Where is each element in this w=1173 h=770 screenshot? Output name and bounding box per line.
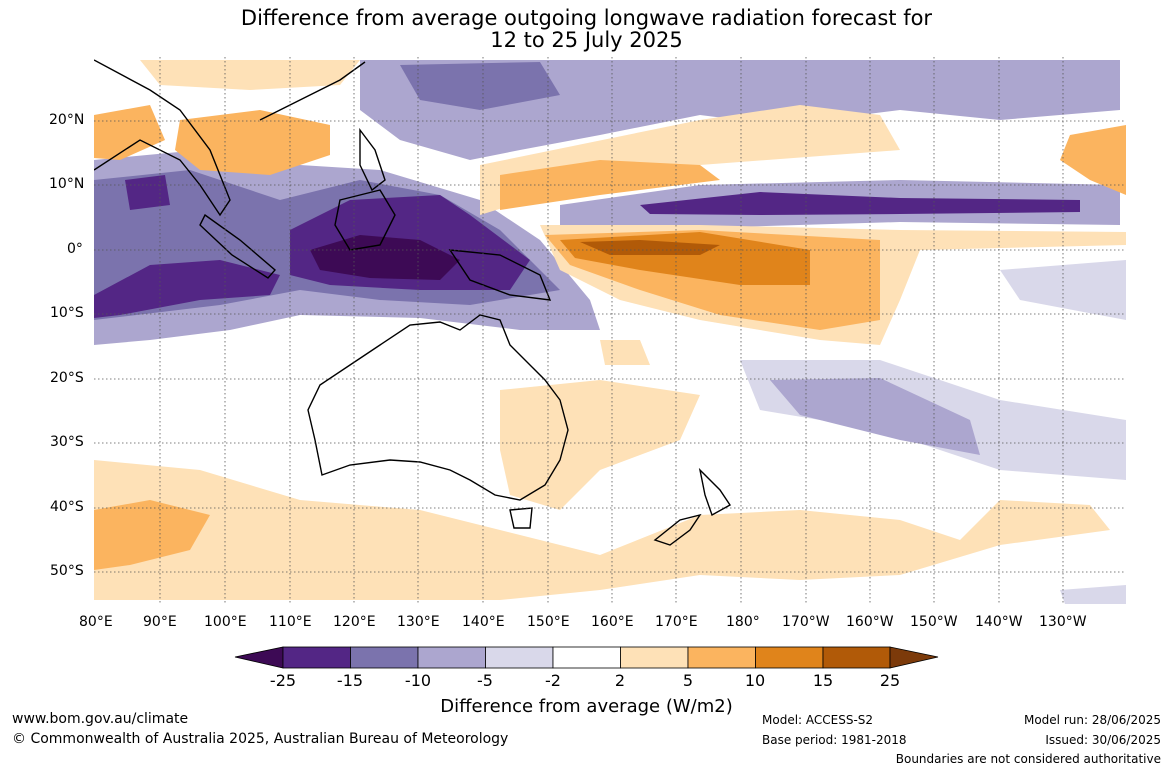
lon-label: 160°E — [591, 614, 634, 630]
colorbar-tick-label: -25 — [269, 671, 297, 690]
new-zealand-north — [698, 467, 732, 517]
lon-label: 80°E — [79, 614, 113, 630]
lon-label: 150°E — [527, 614, 570, 630]
lat-label: 10°S — [50, 305, 84, 321]
colorbar-tick-label: -2 — [545, 671, 561, 690]
footer-issued: Issued: 30/06/2025 — [1045, 733, 1161, 747]
negative-anomaly-bay-of-bengal — [125, 175, 170, 210]
sumatra-outline — [199, 213, 276, 279]
negative-anomaly-south-pacific-core — [770, 378, 980, 455]
negative-anomaly-indian-ocean-band — [94, 260, 280, 318]
colorbar-bin — [755, 646, 824, 669]
tasmania-outline — [509, 507, 533, 529]
colorbar-tick-label: 5 — [682, 671, 694, 690]
china-coast-outline — [259, 61, 366, 121]
positive-anomaly-north-west-pacific — [1060, 125, 1126, 195]
colorbar-tick-label: 10 — [744, 671, 766, 690]
colorbar-bin — [417, 646, 486, 669]
positive-anomaly-india — [94, 105, 165, 160]
lon-label: 170°W — [782, 614, 830, 630]
lat-label: 10°N — [49, 176, 85, 192]
footer-url: www.bom.gov.au/climate — [12, 711, 189, 727]
lon-label: 160°W — [846, 614, 894, 630]
colorbar-bin — [282, 646, 351, 669]
positive-anomaly-south-pacific-west — [600, 340, 650, 365]
colorbar-title: Difference from average (W/m2) — [440, 696, 733, 717]
negative-anomaly-north-pacific-core — [400, 62, 560, 110]
positive-anomaly-north-equatorial — [480, 105, 900, 215]
map-title-line1: Difference from average outgoing longwav… — [240, 6, 933, 30]
lat-label: 50°S — [50, 563, 84, 579]
colorbar-tick-label: -5 — [477, 671, 493, 690]
colorbar — [234, 646, 939, 669]
colorbar-tick-label: 25 — [879, 671, 901, 690]
lon-label: 110°E — [269, 614, 312, 630]
lon-label: 140°W — [975, 614, 1023, 630]
colorbar-bin — [822, 646, 891, 669]
negative-anomaly-itcz-core — [640, 192, 1080, 215]
colorbar-tick-label: -10 — [404, 671, 432, 690]
lon-label: 140°E — [462, 614, 505, 630]
new-guinea-outline — [448, 249, 552, 301]
graticule — [94, 57, 1126, 604]
colorbar-bin — [552, 646, 621, 669]
negative-anomaly-south-corner — [1060, 585, 1126, 604]
footer-disclaimer: Boundaries are not considered authoritat… — [895, 752, 1161, 766]
australia-outline — [307, 314, 569, 501]
positive-anomaly-north-strip — [140, 60, 360, 90]
borneo-outline — [334, 189, 396, 251]
colorbar-tick-label: 2 — [614, 671, 626, 690]
lat-label: 40°S — [50, 499, 84, 515]
footer-copyright: © Commonwealth of Australia 2025, Austra… — [12, 731, 509, 747]
colorbar-bin — [620, 646, 689, 669]
colorbar-tick-label: -15 — [336, 671, 364, 690]
lat-label: 20°S — [50, 370, 84, 386]
anomaly-fields — [94, 60, 1126, 604]
positive-anomaly-equatorial-pacific-peak — [580, 240, 720, 255]
colorbar-max-arrow — [889, 646, 939, 669]
new-zealand-south — [653, 513, 702, 546]
positive-anomaly-southern-ocean-core — [94, 500, 210, 570]
positive-anomaly-southern-ocean — [94, 460, 1110, 600]
lon-label: 180° — [726, 614, 760, 630]
lon-label: 120°E — [333, 614, 376, 630]
lat-label: 0° — [67, 241, 83, 257]
colorbar-tick-label: 15 — [812, 671, 834, 690]
lon-label: 130°W — [1039, 614, 1087, 630]
lon-label: 150°W — [910, 614, 958, 630]
lon-label: 130°E — [397, 614, 440, 630]
footer-base-period: Base period: 1981-2018 — [762, 733, 907, 747]
colorbar-min-arrow — [234, 646, 284, 669]
lon-label: 170°E — [655, 614, 698, 630]
footer-model: Model: ACCESS-S2 — [762, 713, 874, 727]
colorbar-bin — [485, 646, 554, 669]
lon-label: 100°E — [204, 614, 247, 630]
colorbar-bin — [687, 646, 756, 669]
lat-label: 30°S — [50, 434, 84, 450]
colorbar-bin — [350, 646, 419, 669]
map-title-line2: 12 to 25 July 2025 — [490, 28, 683, 52]
footer-model-run: Model run: 28/06/2025 — [1023, 713, 1161, 727]
lon-label: 90°E — [143, 614, 177, 630]
lat-label: 20°N — [49, 112, 85, 128]
